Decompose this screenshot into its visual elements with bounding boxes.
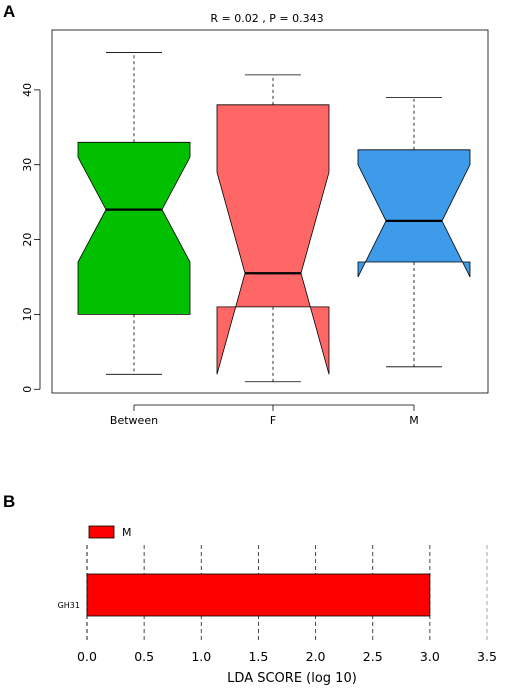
legend-label-m: M <box>122 526 132 539</box>
box-m <box>357 96 471 368</box>
x-tick-label: 3.0 <box>420 649 440 664</box>
plot-frame <box>51 29 489 394</box>
x-tick-label: 0.0 <box>77 649 97 664</box>
x-tick-label: Between <box>110 414 158 427</box>
x-axis-label: LDA SCORE (log 10) <box>227 671 357 686</box>
legend: M <box>88 525 132 539</box>
x-tick-label: F <box>270 414 276 427</box>
y-tick-label: 0 <box>21 386 34 393</box>
x-tick-label: 1.5 <box>248 649 268 664</box>
x-tick-label: 0.5 <box>134 649 154 664</box>
bars: GH31 <box>58 573 431 617</box>
box-body <box>357 149 471 278</box>
box-body <box>216 104 330 375</box>
box-between <box>77 52 191 375</box>
x-tick-label: 1.0 <box>191 649 211 664</box>
panel-b-label: B <box>3 492 15 511</box>
bar-gh31 <box>86 573 431 617</box>
boxplot-chart: R = 0.02 , P = 0.343 0 10 20 30 40 Between F M <box>21 12 489 427</box>
category-label: GH31 <box>58 601 80 610</box>
x-tick-label: M <box>409 414 419 427</box>
stat-annotation: R = 0.02 , P = 0.343 <box>210 12 323 25</box>
y-tick-label: 20 <box>21 233 34 247</box>
x-tick-label: 2.5 <box>363 649 383 664</box>
x-axis: 0.0 0.5 1.0 1.5 2.0 2.5 3.0 3.5 <box>77 649 497 664</box>
y-tick-label: 40 <box>21 83 34 97</box>
y-axis: 0 10 20 30 40 <box>21 83 41 393</box>
lda-chart: M GH31 0.0 0.5 1.0 1.5 2.0 2.5 3.0 3.5 LDA SCOR… <box>58 525 497 686</box>
box-body <box>77 141 191 315</box>
x-tick-label: 3.5 <box>477 649 497 664</box>
panel-a-label: A <box>3 2 15 21</box>
x-tick-label: 2.0 <box>306 649 326 664</box>
legend-swatch-m <box>88 525 115 539</box>
gridlines <box>86 545 488 640</box>
x-axis: Between F M <box>110 404 419 427</box>
y-tick-label: 10 <box>21 307 34 321</box>
box-f <box>216 74 330 383</box>
y-tick-label: 30 <box>21 158 34 172</box>
boxes <box>77 52 471 383</box>
